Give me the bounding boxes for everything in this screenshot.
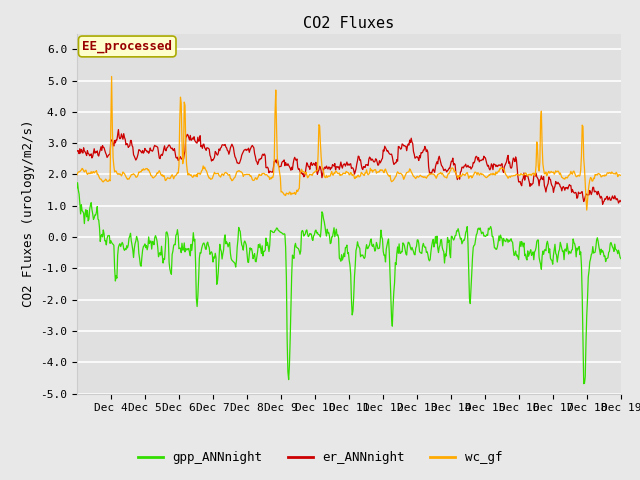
Y-axis label: CO2 Fluxes (urology/m2/s): CO2 Fluxes (urology/m2/s) bbox=[22, 120, 35, 307]
Legend: gpp_ANNnight, er_ANNnight, wc_gf: gpp_ANNnight, er_ANNnight, wc_gf bbox=[132, 446, 508, 469]
Title: CO2 Fluxes: CO2 Fluxes bbox=[303, 16, 394, 31]
Text: EE_processed: EE_processed bbox=[82, 40, 172, 53]
